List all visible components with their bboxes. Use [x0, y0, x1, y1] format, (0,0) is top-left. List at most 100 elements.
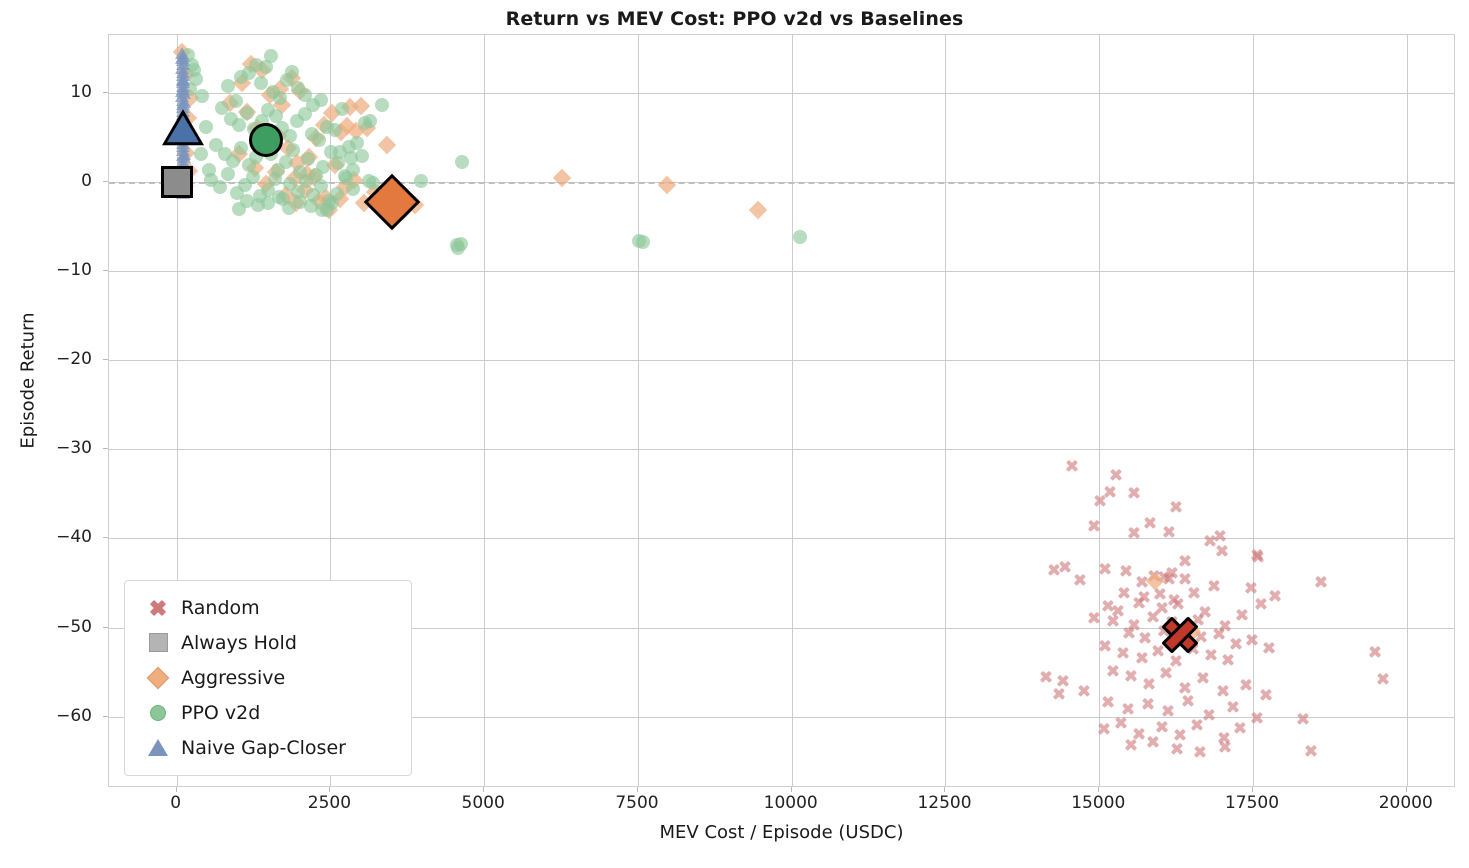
- scatter-point: [1169, 741, 1185, 757]
- scatter-point: [268, 172, 283, 187]
- scatter-point: [316, 188, 335, 208]
- scatter-point: [176, 117, 191, 130]
- scatter-point: [260, 183, 275, 198]
- scatter-point: [214, 101, 229, 116]
- scatter-point: [321, 193, 336, 208]
- y-axis-tick-label: 10: [70, 81, 92, 102]
- scatter-point: [306, 129, 325, 148]
- legend-item-ppo-v2d[interactable]: PPO v2d: [135, 695, 401, 730]
- x-axis-tick-mark: [329, 787, 331, 792]
- scatter-point: [249, 58, 263, 73]
- scatter-point: [259, 60, 274, 75]
- legend-item-always-hold[interactable]: Always Hold: [135, 625, 401, 660]
- scatter-point: [185, 58, 200, 73]
- scatter-point: [290, 113, 305, 128]
- scatter-point: [287, 154, 306, 173]
- scatter-point: [175, 183, 190, 196]
- scatter-point: [340, 97, 360, 117]
- scatter-point: [358, 118, 377, 137]
- scatter-point: [1180, 693, 1196, 709]
- scatter-point: [1051, 686, 1067, 702]
- scatter-point: [1121, 625, 1137, 641]
- scatter-point: [283, 68, 302, 87]
- scatter-point: [1146, 568, 1162, 584]
- scatter-point: [377, 135, 397, 154]
- scatter-point: [635, 234, 650, 249]
- scatter-point: [1115, 645, 1131, 661]
- scatter-point: [748, 200, 768, 219]
- scatter-point: [1234, 607, 1250, 623]
- scatter-point: [1141, 676, 1157, 692]
- scatter-point: [1168, 653, 1184, 669]
- scatter-point: [242, 66, 257, 81]
- scatter-point: [1161, 571, 1177, 587]
- scatter-point: [253, 189, 268, 204]
- x-marker-icon: [135, 596, 181, 620]
- scatter-point: [1375, 671, 1391, 687]
- scatter-point: [254, 114, 269, 129]
- scatter-point: [1217, 618, 1233, 634]
- scatter-point: [332, 122, 351, 142]
- scatter-point: [1158, 665, 1174, 681]
- scatter-point: [357, 116, 372, 131]
- scatter-point: [285, 65, 300, 80]
- scatter-point: [234, 141, 249, 156]
- scatter-point: [1220, 652, 1236, 668]
- scatter-point: [175, 76, 190, 89]
- scatter-point: [349, 135, 364, 150]
- scatter-point: [375, 98, 390, 113]
- scatter-point: [174, 127, 194, 146]
- triangle-marker-icon: [135, 736, 181, 760]
- legend-item-random[interactable]: Random: [135, 590, 401, 625]
- scatter-point: [305, 167, 324, 186]
- scatter-point: [248, 118, 267, 137]
- scatter-point: [176, 97, 191, 110]
- scatter-point: [393, 201, 413, 220]
- scatter-point: [282, 128, 297, 143]
- scatter-point: [1137, 630, 1153, 646]
- scatter-point: [298, 174, 313, 189]
- legend-item-naive-gap-closer[interactable]: Naive Gap-Closer: [135, 730, 401, 765]
- scatter-point: [1154, 719, 1170, 735]
- scatter-point: [175, 168, 190, 181]
- legend-item-aggressive[interactable]: Aggressive: [135, 660, 401, 695]
- scatter-point: [333, 144, 348, 159]
- chart-title: Return vs MEV Cost: PPO v2d vs Baselines: [505, 8, 964, 30]
- scatter-point: [320, 119, 335, 134]
- scatter-point: [1164, 565, 1180, 581]
- scatter-point: [176, 151, 191, 164]
- scatter-point: [176, 165, 191, 178]
- scatter-point: [271, 162, 286, 177]
- y-axis-tick-mark: [103, 91, 108, 93]
- scatter-point: [1216, 730, 1232, 746]
- gridline-vertical: [637, 35, 639, 786]
- scatter-point: [362, 174, 377, 189]
- scatter-point: [324, 144, 339, 159]
- scatter-point: [1055, 673, 1071, 689]
- scatter-point: [345, 182, 360, 197]
- scatter-point: [1126, 525, 1142, 541]
- scatter-point: [239, 193, 254, 208]
- scatter-point: [1189, 717, 1205, 733]
- scatter-point: [325, 155, 344, 175]
- scatter-point: [1131, 726, 1147, 742]
- gridline-horizontal: [109, 449, 1454, 451]
- x-axis-tick-mark: [1098, 787, 1100, 792]
- scatter-point: [201, 162, 216, 177]
- scatter-point: [325, 196, 340, 211]
- scatter-point: [1160, 703, 1176, 719]
- x-axis-label: MEV Cost / Episode (USDC): [659, 822, 904, 843]
- scatter-point: [1182, 622, 1201, 642]
- scatter-point: [337, 168, 352, 183]
- scatter-point: [1131, 595, 1147, 611]
- x-axis-tick-mark: [1252, 787, 1254, 792]
- scatter-point: [1152, 586, 1168, 602]
- scatter-point: [176, 172, 191, 185]
- scatter-point: [312, 133, 327, 148]
- scatter-point: [414, 174, 429, 189]
- scatter-point: [237, 177, 252, 192]
- scatter-point: [351, 97, 370, 116]
- scatter-point: [175, 113, 190, 126]
- y-axis-tick-label: 0: [81, 171, 92, 192]
- scatter-point: [301, 151, 316, 166]
